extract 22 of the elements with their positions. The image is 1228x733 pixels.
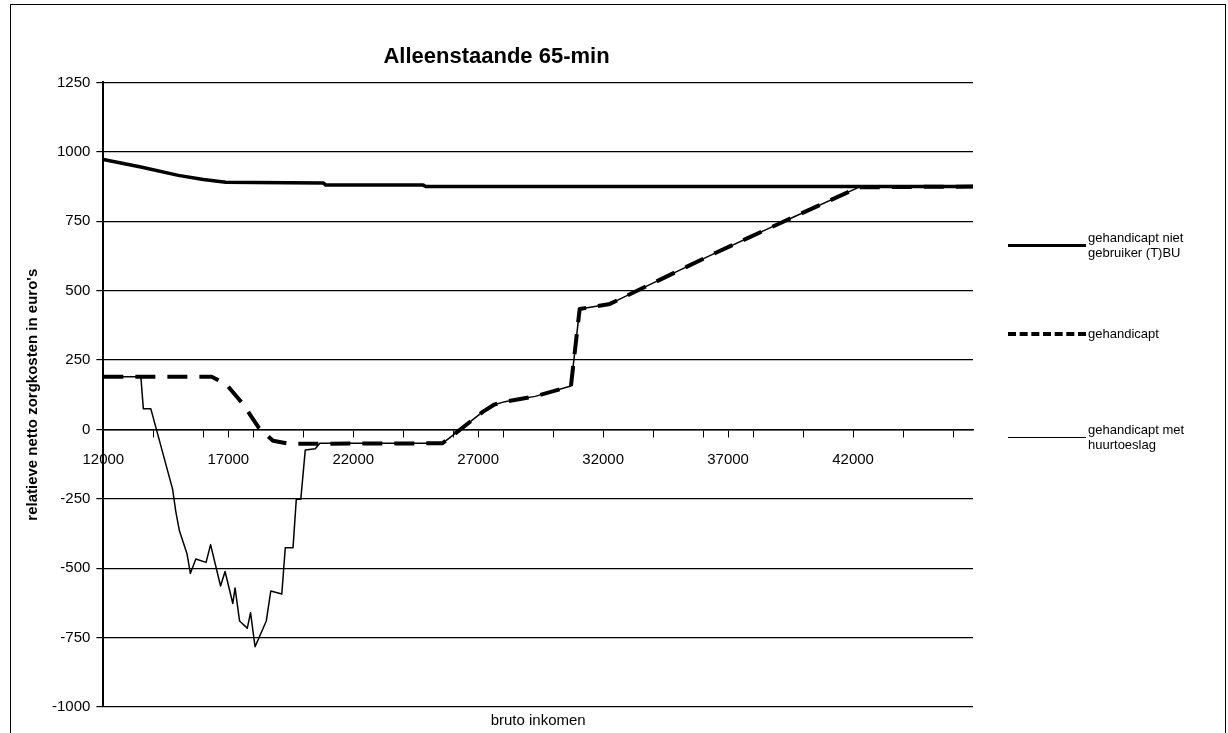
y-axis-title: relatieve netto zorgkosten in euro's bbox=[23, 268, 41, 521]
y-tick-label: -250 bbox=[60, 488, 91, 506]
text: gehandicapt bbox=[1088, 326, 1159, 341]
x-tick-label: 27000 bbox=[457, 449, 500, 467]
y-tick-label: 250 bbox=[65, 350, 91, 368]
y-tick-label: 500 bbox=[65, 280, 91, 298]
x-tick-label: 32000 bbox=[582, 449, 625, 467]
y-tick-label: 1000 bbox=[56, 141, 91, 159]
y-tick-label: -750 bbox=[60, 627, 91, 645]
x-tick-label: 22000 bbox=[332, 449, 375, 467]
chart-title: Alleenstaande 65-min bbox=[383, 43, 610, 69]
y-tick-label: 1250 bbox=[56, 72, 91, 90]
text: gehandicapt met huurtoeslag bbox=[1088, 422, 1186, 452]
x-axis-title: bruto inkomen bbox=[490, 710, 586, 728]
x-tick-label: 37000 bbox=[707, 449, 749, 467]
y-tick-label: 0 bbox=[82, 419, 91, 437]
y-tick-label: -1000 bbox=[51, 697, 91, 715]
y-tick-label: 750 bbox=[65, 211, 91, 229]
x-tick-label: 17000 bbox=[207, 449, 250, 467]
x-tick-label: 42000 bbox=[832, 449, 874, 467]
text: gehandicapt niet gebruiker (T)BU bbox=[1088, 230, 1185, 260]
y-tick-label: -500 bbox=[60, 558, 91, 576]
